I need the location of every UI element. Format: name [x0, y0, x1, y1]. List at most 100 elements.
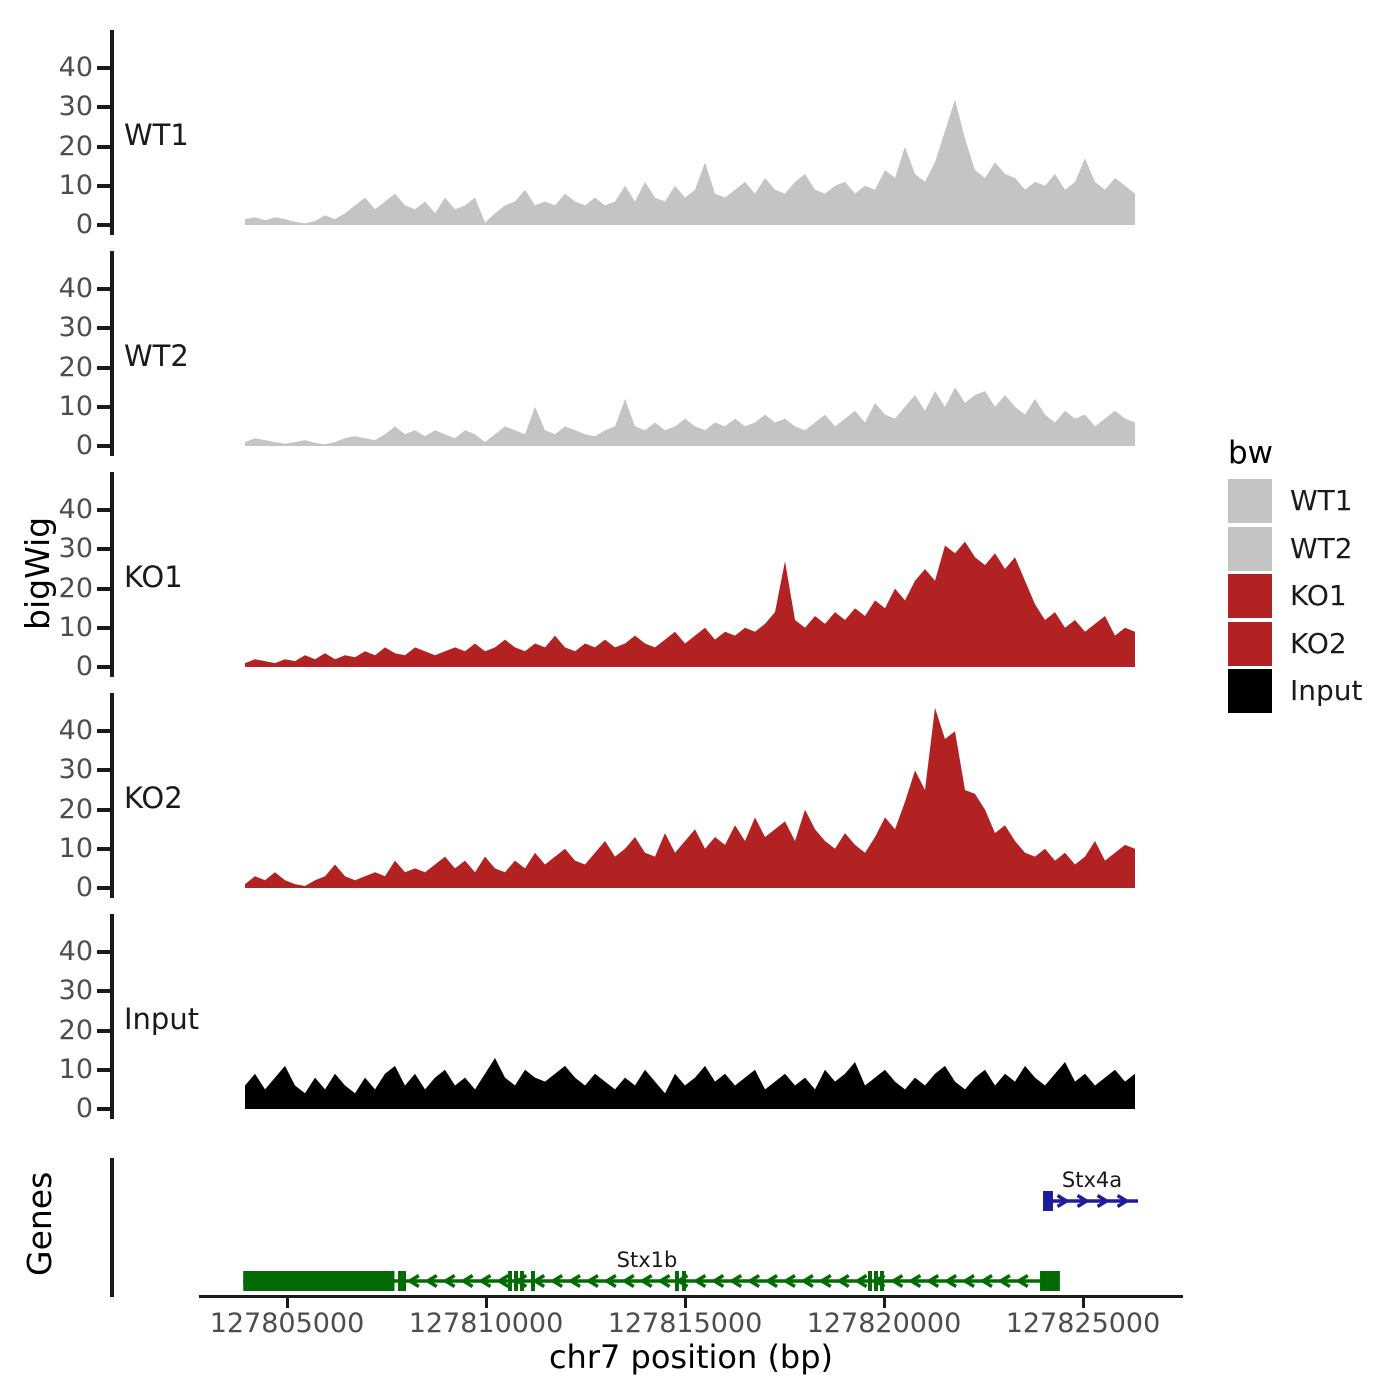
gene-stx1b-exon-bar — [675, 1271, 680, 1291]
track-label-ko2: KO2 — [124, 781, 183, 815]
legend-label-ko1: KO1 — [1290, 579, 1347, 612]
area-polygon-input — [245, 1058, 1135, 1109]
y-tick-wt1-20 — [97, 144, 110, 149]
y-tick-ko1-40 — [97, 508, 110, 513]
y-axis-line-wt2 — [110, 251, 114, 456]
gene-stx1b-strand-arrow-icon — [800, 1274, 814, 1288]
gene-stx4a-exon-box — [1043, 1191, 1053, 1211]
x-tick-127825000 — [1081, 1297, 1085, 1308]
gene-stx1b-exon-bar — [514, 1271, 519, 1291]
genes-track: Stx1b Stx4a — [243, 1168, 1139, 1291]
gene-stx1b-label: Stx1b — [617, 1248, 678, 1272]
x-tick-127810000 — [484, 1297, 488, 1308]
y-tick-ko2-10 — [97, 846, 110, 851]
y-tick-label-wt1-20: 20 — [58, 130, 93, 162]
gene-stx1b-exon-box — [1040, 1271, 1060, 1291]
y-tick-wt2-10 — [97, 404, 110, 409]
y-tick-wt1-0 — [97, 223, 110, 227]
y-tick-ko1-0 — [97, 665, 110, 669]
y-tick-wt2-30 — [97, 326, 110, 331]
gene-stx1b-exon-bar — [397, 1271, 402, 1291]
gene-stx1b-exon-box — [243, 1271, 395, 1291]
area-polygon-wt1 — [245, 99, 1135, 225]
x-axis-line — [199, 1295, 1183, 1298]
track-label-ko1: KO1 — [124, 560, 183, 594]
gene-stx4a-strand-arrow-icon — [1076, 1194, 1090, 1208]
gene-stx1b-strand-arrow-icon — [693, 1274, 707, 1288]
gene-stx1b-strand-arrow-icon — [907, 1274, 922, 1288]
gene-stx1b-strand-arrow-icon — [997, 1274, 1011, 1288]
gene-stx1b-strand-arrow-icon — [1015, 1274, 1029, 1288]
gene-stx1b-strand-arrow-icon — [406, 1274, 420, 1288]
gene-stx1b-strand-arrow-icon — [961, 1274, 975, 1288]
y-tick-input-10 — [97, 1067, 110, 1072]
y-tick-label-ko1-40: 40 — [58, 494, 93, 526]
coverage-area-wt1 — [245, 99, 1135, 225]
y-tick-input-40 — [97, 950, 110, 955]
gene-stx1b-strand-arrow-icon — [531, 1274, 546, 1288]
legend-label-wt2: WT2 — [1290, 531, 1353, 565]
gene-stx1b-strand-arrow-icon — [424, 1274, 438, 1288]
x-tick-label-127825000: 127825000 — [1005, 1308, 1161, 1339]
gene-stx1b-exon-bar — [531, 1271, 536, 1291]
y-tick-wt2-0 — [97, 444, 110, 448]
gene-stx1b-strand-arrow-icon — [925, 1274, 940, 1288]
gene-stx1b-strand-arrow-icon — [854, 1274, 868, 1288]
x-tick-label-127805000: 127805000 — [209, 1308, 365, 1339]
coverage-area-input — [245, 1058, 1135, 1109]
y-tick-label-ko2-0: 0 — [75, 872, 93, 903]
y-tick-ko1-10 — [97, 625, 110, 630]
coverage-area-ko1 — [245, 541, 1135, 667]
y-tick-label-ko1-20: 20 — [58, 572, 93, 604]
x-tick-label-127815000: 127815000 — [607, 1308, 763, 1339]
y-tick-label-ko2-40: 40 — [58, 715, 93, 747]
gene-stx1b-strand-arrow-icon — [621, 1274, 635, 1288]
gene-stx1b-strand-arrow-icon — [585, 1274, 599, 1288]
y-tick-ko2-30 — [97, 768, 110, 773]
y-tick-wt1-30 — [97, 105, 110, 110]
coverage-area-ko2 — [245, 707, 1135, 888]
y-tick-label-ko2-30: 30 — [58, 754, 93, 786]
y-tick-label-input-30: 30 — [58, 975, 93, 1007]
y-tick-label-input-10: 10 — [58, 1053, 93, 1085]
gene-stx1b-strand-arrow-icon — [746, 1274, 761, 1288]
legend-swatch-wt2 — [1228, 526, 1272, 571]
y-tick-ko1-20 — [97, 586, 110, 591]
x-tick-label-127820000: 127820000 — [806, 1308, 962, 1339]
legend-title: bw — [1228, 435, 1274, 471]
gene-stx1b-exon-bar — [402, 1271, 407, 1291]
gene-stx1b-exon-bar — [867, 1271, 872, 1291]
gene-stx1b-strand-arrow-icon — [943, 1274, 958, 1288]
gene-stx1b-strand-arrow-icon — [890, 1274, 904, 1288]
x-axis-title: chr7 position (bp) — [548, 1338, 834, 1376]
legend-label-input: Input — [1290, 674, 1363, 707]
y-tick-ko2-0 — [97, 886, 110, 890]
gene-stx1b-strand-arrow-icon — [979, 1274, 993, 1288]
y-tick-wt1-10 — [97, 183, 110, 188]
gene-stx4a-label: Stx4a — [1062, 1168, 1122, 1192]
y-tick-wt1-40 — [97, 66, 110, 71]
gene-stx1b-exon-bar — [507, 1271, 512, 1291]
genes-panel-axis-line — [110, 1158, 114, 1297]
gene-stx1b-strand-arrow-icon — [639, 1274, 653, 1288]
y-tick-label-wt1-0: 0 — [75, 209, 93, 240]
gene-stx1b-strand-arrow-icon — [496, 1274, 510, 1288]
y-tick-ko2-40 — [97, 729, 110, 734]
gene-stx1b-strand-arrow-icon — [603, 1274, 617, 1288]
y-axis-line-ko1 — [110, 472, 114, 677]
y-tick-wt2-20 — [97, 365, 110, 370]
x-tick-127820000 — [882, 1297, 886, 1308]
coverage-area-wt2 — [245, 387, 1135, 446]
legend-label-ko2: KO2 — [1290, 626, 1347, 660]
gene-stx1b-exon-bar — [682, 1271, 687, 1291]
y-tick-ko2-20 — [97, 807, 110, 812]
y-tick-label-ko2-20: 20 — [58, 793, 93, 825]
legend-swatch-ko1 — [1228, 574, 1272, 618]
gene-stx1b-strand-arrow-icon — [710, 1274, 725, 1288]
gene-stx1b-strand-arrow-icon — [442, 1274, 456, 1288]
gene-stx1b-exon-bar — [880, 1271, 885, 1291]
y-tick-label-ko1-30: 30 — [58, 533, 93, 565]
track-label-wt1: WT1 — [124, 118, 189, 152]
gene-stx4a-strand-arrow-icon — [1116, 1194, 1130, 1208]
